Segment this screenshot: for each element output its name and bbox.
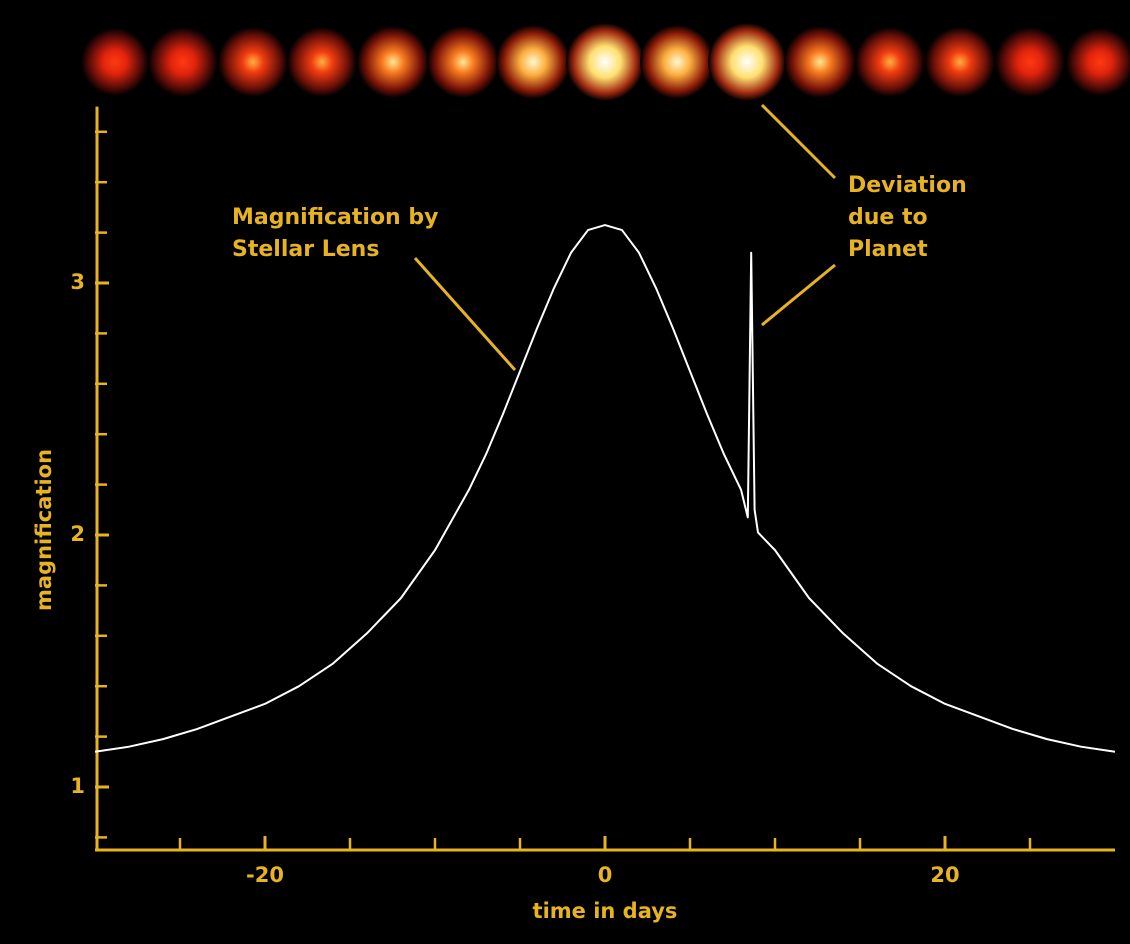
star-image [81,28,149,96]
star-image [427,26,499,98]
y-tick-label: 2 [70,522,85,546]
pointer-line [760,103,837,180]
star-image [566,23,644,101]
y-tick-label: 3 [70,270,85,294]
x-tick-label: 0 [598,863,613,887]
annotation: due to [848,205,928,230]
x-tick-label: 20 [930,863,959,887]
star-image [357,26,429,98]
star-image [708,23,786,101]
star-images [81,23,1130,101]
pointer-line [761,263,836,327]
star-image [218,27,288,97]
star-image [855,27,925,97]
annotation: Magnification by [232,205,438,230]
y-tick-label: 1 [70,774,85,798]
y-axis-label: magnification [32,449,56,611]
star-image [287,27,357,97]
star-image [925,27,995,97]
star-image [995,27,1065,97]
x-tick-label: -20 [246,863,284,887]
star-image [784,26,856,98]
star-image [148,27,218,97]
star-image [496,25,570,99]
annotation: Planet [848,237,928,262]
star-image [1066,28,1130,96]
pointer-lines [413,103,837,371]
pointer-line [413,257,517,371]
annotation: Deviation [848,173,967,198]
annotation: Stellar Lens [232,237,379,262]
star-image [640,25,714,99]
x-axis-label: time in days [533,899,678,923]
data-line [94,224,1116,753]
